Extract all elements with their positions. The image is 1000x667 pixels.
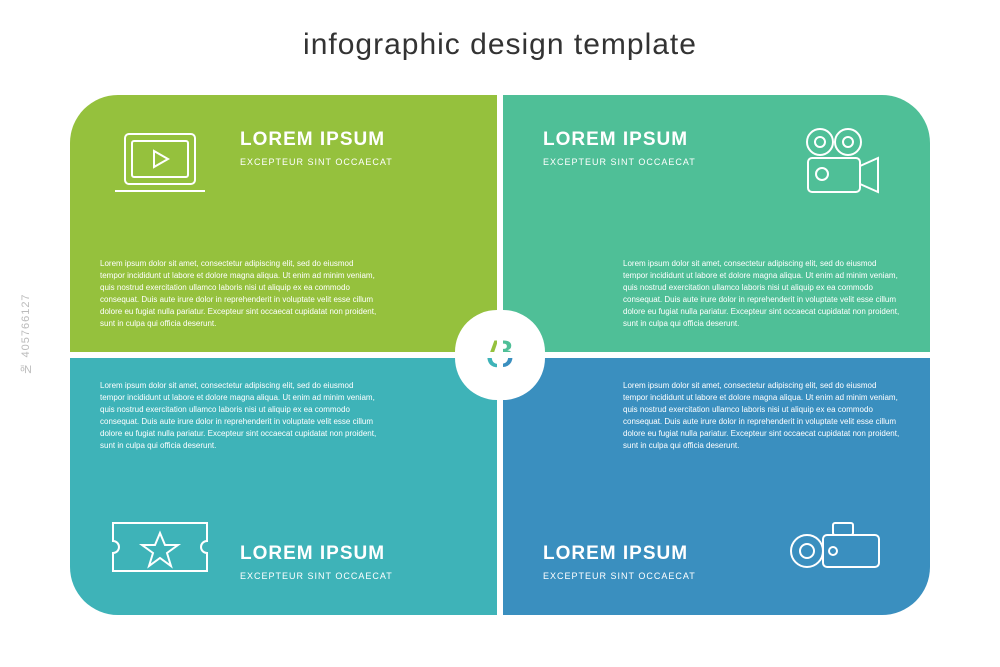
panel-c-subheading: EXCEPTEUR SINT OCCAECAT: [240, 571, 480, 581]
camcorder-icon: [780, 501, 900, 591]
panel-d-heading: LOREM IPSUM: [543, 543, 783, 565]
panel-b-heading-block: LOREM IPSUM EXCEPTEUR SINT OCCAECAT: [543, 129, 783, 167]
panel-c-heading-block: LOREM IPSUM EXCEPTEUR SINT OCCAECAT: [240, 543, 480, 581]
panel-c-body: Lorem ipsum dolor sit amet, consectetur …: [100, 380, 380, 452]
panel-d-badge: D: [503, 358, 545, 400]
panel-d-heading-block: LOREM IPSUM EXCEPTEUR SINT OCCAECAT: [543, 543, 783, 581]
watermark: № 405766127: [20, 293, 32, 374]
panel-b-subheading: EXCEPTEUR SINT OCCAECAT: [543, 157, 783, 167]
panel-c-heading: LOREM IPSUM: [240, 543, 480, 565]
panel-b: LOREM IPSUM EXCEPTEUR SINT OCCAECAT Lore…: [503, 95, 930, 352]
panel-c-badge: C: [455, 358, 497, 400]
panel-b-body: Lorem ipsum dolor sit amet, consectetur …: [623, 258, 903, 330]
panel-d-subheading: EXCEPTEUR SINT OCCAECAT: [543, 571, 783, 581]
film-camera-icon: [780, 119, 900, 209]
infographic-grid: LOREM IPSUM EXCEPTEUR SINT OCCAECAT Lore…: [70, 95, 930, 615]
panel-a-badge: A: [455, 310, 497, 352]
panel-d: Lorem ipsum dolor sit amet, consectetur …: [503, 358, 930, 615]
panel-a-heading-block: LOREM IPSUM EXCEPTEUR SINT OCCAECAT: [240, 129, 480, 167]
laptop-play-icon: [100, 119, 220, 209]
ticket-star-icon: [100, 501, 220, 591]
panel-a: LOREM IPSUM EXCEPTEUR SINT OCCAECAT Lore…: [70, 95, 497, 352]
panel-b-heading: LOREM IPSUM: [543, 129, 783, 151]
panel-a-heading: LOREM IPSUM: [240, 129, 480, 151]
panel-c: Lorem ipsum dolor sit amet, consectetur …: [70, 358, 497, 615]
panel-a-body: Lorem ipsum dolor sit amet, consectetur …: [100, 258, 380, 330]
page-title: infographic design template: [0, 28, 1000, 62]
panel-d-body: Lorem ipsum dolor sit amet, consectetur …: [623, 380, 903, 452]
panel-b-badge: B: [503, 310, 545, 352]
panel-a-subheading: EXCEPTEUR SINT OCCAECAT: [240, 157, 480, 167]
